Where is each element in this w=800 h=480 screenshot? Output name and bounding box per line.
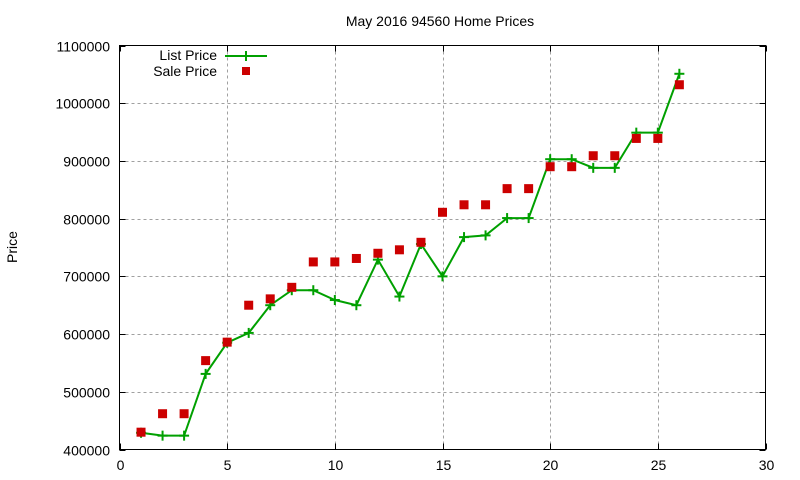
- data-point: [502, 213, 513, 224]
- data-point: [609, 162, 620, 173]
- grid-lines: [119, 45, 766, 450]
- data-point: [481, 200, 491, 210]
- data-point: [200, 368, 211, 379]
- data-point: [394, 291, 405, 302]
- data-point: [351, 253, 361, 263]
- y-tick-label: 400000: [63, 443, 110, 459]
- y-tick-label: 700000: [63, 269, 110, 285]
- data-point: [179, 430, 190, 441]
- data-point: [480, 230, 491, 241]
- data-point: [394, 245, 404, 255]
- data-point: [416, 237, 426, 247]
- x-tick-label: 0: [117, 457, 125, 473]
- data-point: [373, 248, 383, 258]
- data-point: [308, 257, 318, 267]
- data-point: [523, 213, 534, 224]
- data-point: [674, 68, 685, 79]
- data-point: [631, 133, 641, 143]
- data-point: [438, 207, 447, 217]
- y-axis-label: Price: [4, 231, 20, 263]
- data-point: [265, 294, 275, 304]
- data-point: [157, 430, 168, 441]
- y-tick-label: 900000: [63, 154, 110, 170]
- legend-label-sale-price: Sale Price: [153, 63, 217, 79]
- data-point: [351, 300, 362, 311]
- data-point: [287, 282, 297, 292]
- data-point: [244, 300, 254, 310]
- data-point: [588, 151, 598, 161]
- y-axis-tick-labels: 400000 500000 600000 700000 800000 900000 1000…: [55, 39, 110, 459]
- series-list-price: [136, 68, 685, 441]
- data-point: [588, 162, 599, 173]
- data-point: [179, 409, 189, 419]
- series-sale-price: [136, 80, 684, 437]
- data-point: [329, 295, 340, 306]
- y-tick-label: 500000: [63, 385, 110, 401]
- y-tick-label: 600000: [63, 327, 110, 343]
- plus-marker-icon: [241, 51, 251, 61]
- x-tick-label: 30: [759, 457, 775, 473]
- axis-ticks: [119, 45, 767, 451]
- data-point: [136, 427, 146, 437]
- square-marker-icon: [242, 67, 250, 75]
- y-tick-label: 800000: [63, 212, 110, 228]
- data-point: [222, 337, 232, 347]
- x-tick-label: 20: [543, 457, 559, 473]
- data-point: [308, 285, 319, 296]
- data-point: [524, 184, 534, 194]
- legend-label-list-price: List Price: [159, 47, 217, 63]
- data-point: [610, 151, 620, 161]
- data-point: [437, 271, 448, 282]
- data-point: [459, 200, 469, 210]
- x-tick-label: 25: [651, 457, 667, 473]
- x-tick-label: 15: [436, 457, 452, 473]
- x-axis-tick-labels: 0 5 10 15 20 25 30: [117, 457, 775, 473]
- x-tick-label: 5: [224, 457, 232, 473]
- plot-border: [119, 45, 766, 450]
- data-point: [502, 184, 512, 194]
- data-point: [545, 162, 555, 172]
- data-point: [674, 80, 684, 90]
- data-point: [158, 409, 168, 419]
- data-point: [243, 327, 254, 338]
- legend: List Price Sale Price: [153, 47, 267, 79]
- data-point: [653, 133, 663, 143]
- chart-title: May 2016 94560 Home Prices: [346, 13, 534, 29]
- y-tick-label: 1000000: [55, 96, 110, 112]
- series-layer: [136, 68, 685, 441]
- data-point: [330, 257, 340, 267]
- x-tick-label: 10: [328, 457, 344, 473]
- data-point: [459, 232, 470, 243]
- data-point: [201, 356, 211, 366]
- y-tick-label: 1100000: [57, 39, 111, 55]
- data-point: [567, 162, 577, 172]
